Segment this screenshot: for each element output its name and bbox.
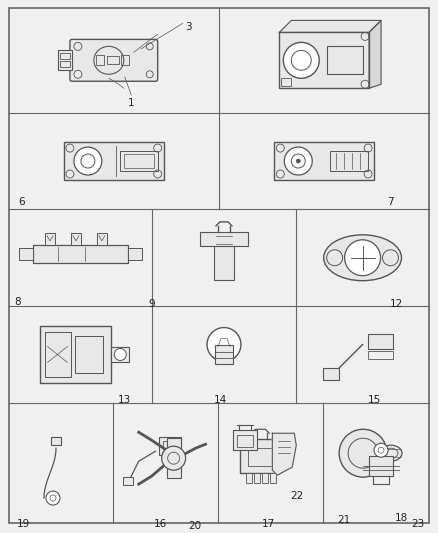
Polygon shape (279, 20, 381, 33)
Bar (58, 50, 72, 70)
Circle shape (296, 159, 300, 163)
Bar (123, 477, 133, 485)
Text: 1: 1 (128, 98, 135, 108)
Bar (262, 473, 268, 483)
Text: 17: 17 (262, 519, 275, 529)
Bar (233, 430, 258, 450)
Polygon shape (272, 433, 296, 475)
Bar (46, 332, 71, 377)
Text: 13: 13 (118, 395, 131, 405)
Circle shape (114, 349, 126, 360)
Text: 15: 15 (367, 395, 381, 405)
Bar (279, 33, 369, 88)
Circle shape (46, 491, 60, 505)
Bar (240, 439, 280, 473)
Text: 20: 20 (188, 521, 201, 530)
Bar (254, 473, 260, 483)
Bar (51, 437, 61, 445)
Bar (33, 245, 128, 263)
Bar (96, 55, 104, 66)
Bar (281, 78, 291, 86)
Bar (162, 441, 177, 449)
Bar (323, 368, 339, 381)
Circle shape (283, 43, 319, 78)
Text: 16: 16 (154, 519, 167, 529)
Bar (248, 448, 272, 466)
Polygon shape (369, 20, 381, 88)
Circle shape (284, 147, 312, 175)
Bar (214, 242, 234, 280)
Text: 14: 14 (214, 395, 227, 405)
Bar (274, 142, 374, 180)
Circle shape (74, 147, 102, 175)
Bar (367, 351, 393, 359)
Bar (60, 61, 70, 67)
Bar (270, 473, 276, 483)
Circle shape (207, 328, 241, 361)
Bar (39, 326, 111, 383)
Text: 19: 19 (17, 519, 30, 529)
Text: 7: 7 (388, 197, 394, 207)
Text: 6: 6 (18, 197, 25, 207)
Circle shape (162, 446, 186, 470)
Bar (237, 435, 254, 447)
Bar (367, 334, 393, 350)
Bar (124, 154, 154, 168)
Bar (97, 233, 107, 245)
Text: 9: 9 (148, 299, 155, 309)
Text: 3: 3 (185, 22, 192, 32)
Bar (128, 248, 142, 260)
Text: 12: 12 (389, 299, 403, 309)
Ellipse shape (94, 46, 124, 74)
Text: 8: 8 (14, 297, 21, 307)
Ellipse shape (380, 445, 402, 461)
Circle shape (345, 240, 381, 276)
Bar (215, 344, 233, 365)
Text: 23: 23 (411, 519, 425, 529)
Bar (166, 438, 180, 478)
Bar (71, 233, 81, 245)
Bar (107, 56, 119, 64)
Text: 22: 22 (290, 490, 303, 500)
Bar (120, 151, 158, 171)
Circle shape (374, 443, 388, 457)
Text: 21: 21 (338, 514, 351, 524)
Bar (60, 53, 70, 59)
Bar (330, 151, 368, 171)
FancyBboxPatch shape (70, 39, 158, 81)
Text: 18: 18 (395, 513, 408, 522)
Bar (19, 248, 33, 260)
Ellipse shape (324, 235, 402, 281)
Bar (75, 336, 103, 374)
Bar (121, 55, 129, 66)
Bar (200, 232, 248, 246)
Bar (45, 233, 55, 245)
Bar (159, 437, 180, 455)
Circle shape (339, 429, 387, 477)
Bar (369, 456, 393, 476)
Bar (327, 46, 363, 74)
Bar (64, 142, 164, 180)
Bar (247, 473, 252, 483)
Bar (111, 346, 129, 362)
